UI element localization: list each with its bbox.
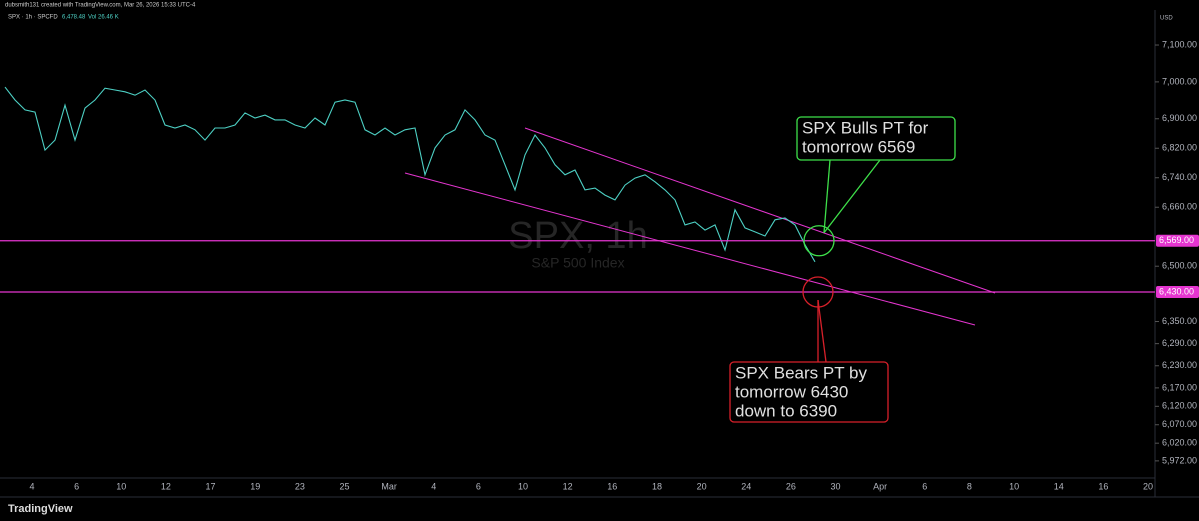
legend-volume: Vol 26.46 K (88, 15, 119, 21)
callout-box (796, 116, 956, 161)
y-tick-label: 6,230.00 (1162, 360, 1197, 370)
y-tick-label: 6,740.00 (1162, 172, 1197, 182)
callout-text: tomorrow 6430 (735, 382, 848, 401)
footer: TradingView (8, 503, 73, 515)
callout-text: SPX Bulls PT for (802, 118, 929, 137)
x-tick-label: 6 (476, 481, 481, 491)
y-tick-label: 6,350.00 (1162, 316, 1197, 326)
x-tick-label: 24 (741, 481, 751, 491)
x-tick-label: 14 (1054, 481, 1064, 491)
x-tick-label: 12 (563, 481, 573, 491)
x-tick-label: 18 (652, 481, 662, 491)
x-tick-label: 10 (116, 481, 126, 491)
callout-pointer (823, 159, 881, 234)
x-tick-label: Apr (873, 481, 887, 491)
callout-box (729, 361, 889, 423)
x-tick-label: 10 (518, 481, 528, 491)
x-tick-label: 20 (697, 481, 707, 491)
x-tick-label: 6 (922, 481, 927, 491)
callout-text: down to 6390 (735, 401, 837, 420)
legend-symbol: SPX · 1h · SPCFD (8, 15, 58, 21)
y-tick-label: 6,820.00 (1162, 143, 1197, 153)
x-tick-label: 16 (607, 481, 617, 491)
x-tick-label: 8 (967, 481, 972, 491)
x-tick-label: Mar (381, 481, 397, 491)
y-tick-label: 7,100.00 (1162, 39, 1197, 49)
callout-text: tomorrow 6569 (802, 137, 915, 156)
y-tick-label: 6,500.00 (1162, 261, 1197, 271)
y-tick-label: 6,120.00 (1162, 401, 1197, 411)
x-tick-label: 12 (161, 481, 171, 491)
x-tick-label: 26 (786, 481, 796, 491)
x-tick-label: 10 (1009, 481, 1019, 491)
x-tick-label: 4 (431, 481, 436, 491)
channel-line (524, 127, 996, 294)
header: dubsmith131 created with TradingView.com… (5, 3, 196, 9)
x-tick-label: 16 (1098, 481, 1108, 491)
y-tick-label: 6,170.00 (1162, 382, 1197, 392)
x-tick-label: 25 (339, 481, 349, 491)
x-tick-label: 4 (29, 481, 34, 491)
y-tick-label: 6,070.00 (1162, 419, 1197, 429)
x-tick-label: 30 (831, 481, 841, 491)
legend-price: 6,478.48 (62, 15, 86, 21)
callout-text: SPX Bears PT by (735, 363, 867, 382)
y-tick-label: 6,900.00 (1162, 113, 1197, 123)
channel-line (404, 172, 976, 326)
price-tag (1156, 234, 1199, 247)
y-tick-label: 6,290.00 (1162, 338, 1197, 348)
x-tick-label: 19 (250, 481, 260, 491)
callout-pointer (817, 299, 827, 363)
x-tick-label: 17 (206, 481, 216, 491)
callout-pointer (823, 159, 831, 233)
y-tick-label: 7,000.00 (1162, 76, 1197, 86)
y-tick-label: 6,020.00 (1162, 438, 1197, 448)
price-tag-label: 6,430.00 (1159, 286, 1194, 296)
watermark-title: SPX, 1h (508, 215, 647, 257)
y-tick-label: 6,660.00 (1162, 202, 1197, 212)
y-tick-label: 5,972.00 (1162, 455, 1197, 465)
target-circle (803, 225, 835, 257)
price-line (4, 86, 816, 263)
price-tag-label: 6,569.00 (1159, 235, 1194, 245)
x-tick-label: 6 (74, 481, 79, 491)
x-tick-label: 20 (1143, 481, 1153, 491)
watermark-subtitle: S&P 500 Index (531, 255, 624, 271)
price-tag (1156, 286, 1199, 299)
x-tick-label: 23 (295, 481, 305, 491)
currency: USD (1160, 16, 1173, 22)
